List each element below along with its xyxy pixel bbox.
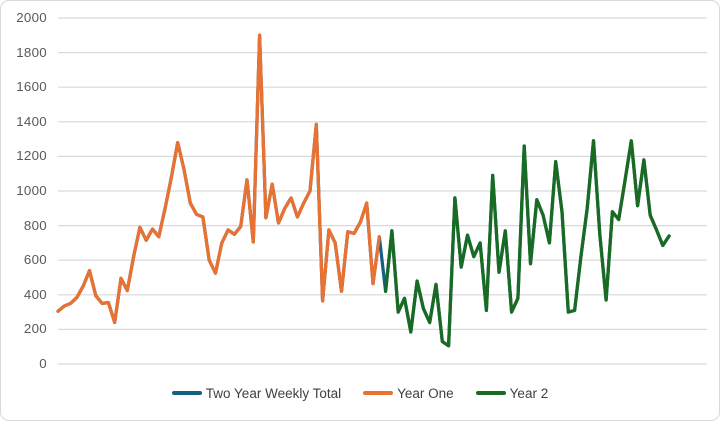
y-axis-tick-label: 1800 <box>16 44 47 60</box>
legend-label: Year 2 <box>509 385 549 401</box>
legend-line-swatch <box>363 390 394 396</box>
y-axis-tick-label: 1600 <box>16 79 47 95</box>
legend-label: Year One <box>397 385 454 401</box>
legend-label: Two Year Weekly Total <box>205 385 342 401</box>
y-axis-tick-label: 600 <box>23 252 47 268</box>
legend-item-year-one[interactable]: Year One <box>363 386 454 401</box>
y-axis-tick-label: 1200 <box>16 148 47 164</box>
series-line-year-one[interactable] <box>56 33 381 325</box>
legend-line-swatch <box>475 390 506 396</box>
series-line-year-2[interactable] <box>383 139 671 348</box>
y-axis-tick-label: 200 <box>23 321 47 337</box>
legend-line-swatch <box>171 390 202 396</box>
legend-item-year-2[interactable]: Year 2 <box>475 385 549 401</box>
chart-legend: Two Year Weekly Total Year One Year 2 <box>1 384 719 402</box>
y-axis-tick-label: 1400 <box>16 113 47 129</box>
y-axis-tick-label: 400 <box>23 286 47 302</box>
y-axis-tick-label: 2000 <box>16 10 47 25</box>
y-axis-tick-label: 0 <box>39 356 47 371</box>
y-axis-tick-label: 800 <box>23 217 47 233</box>
y-axis-tick-label: 1000 <box>16 183 47 198</box>
legend-item-two-year-weekly-total[interactable]: Two Year Weekly Total <box>171 385 342 401</box>
